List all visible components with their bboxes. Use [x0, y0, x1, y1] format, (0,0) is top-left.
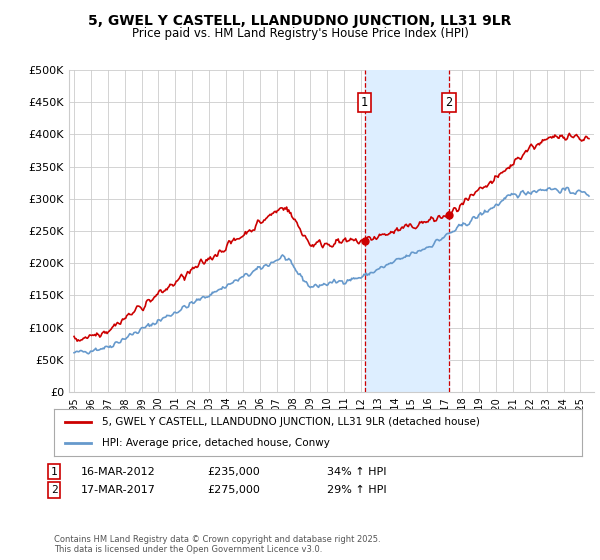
Text: 34% ↑ HPI: 34% ↑ HPI	[327, 466, 386, 477]
Text: 16-MAR-2012: 16-MAR-2012	[81, 466, 156, 477]
Text: 2: 2	[50, 485, 58, 495]
Bar	[365, 70, 449, 392]
Text: 29% ↑ HPI: 29% ↑ HPI	[327, 485, 386, 495]
Text: 17-MAR-2017: 17-MAR-2017	[81, 485, 156, 495]
Text: HPI: Average price, detached house, Conwy: HPI: Average price, detached house, Conw…	[101, 438, 329, 448]
Text: £275,000: £275,000	[207, 485, 260, 495]
Text: 1: 1	[361, 96, 368, 109]
Text: Price paid vs. HM Land Registry's House Price Index (HPI): Price paid vs. HM Land Registry's House …	[131, 27, 469, 40]
Text: 2: 2	[445, 96, 452, 109]
Text: 5, GWEL Y CASTELL, LLANDUDNO JUNCTION, LL31 9LR (detached house): 5, GWEL Y CASTELL, LLANDUDNO JUNCTION, L…	[101, 417, 479, 427]
Text: £235,000: £235,000	[207, 466, 260, 477]
Text: Contains HM Land Registry data © Crown copyright and database right 2025.
This d: Contains HM Land Registry data © Crown c…	[54, 535, 380, 554]
Text: 5, GWEL Y CASTELL, LLANDUDNO JUNCTION, LL31 9LR: 5, GWEL Y CASTELL, LLANDUDNO JUNCTION, L…	[88, 14, 512, 28]
Text: 1: 1	[50, 466, 58, 477]
